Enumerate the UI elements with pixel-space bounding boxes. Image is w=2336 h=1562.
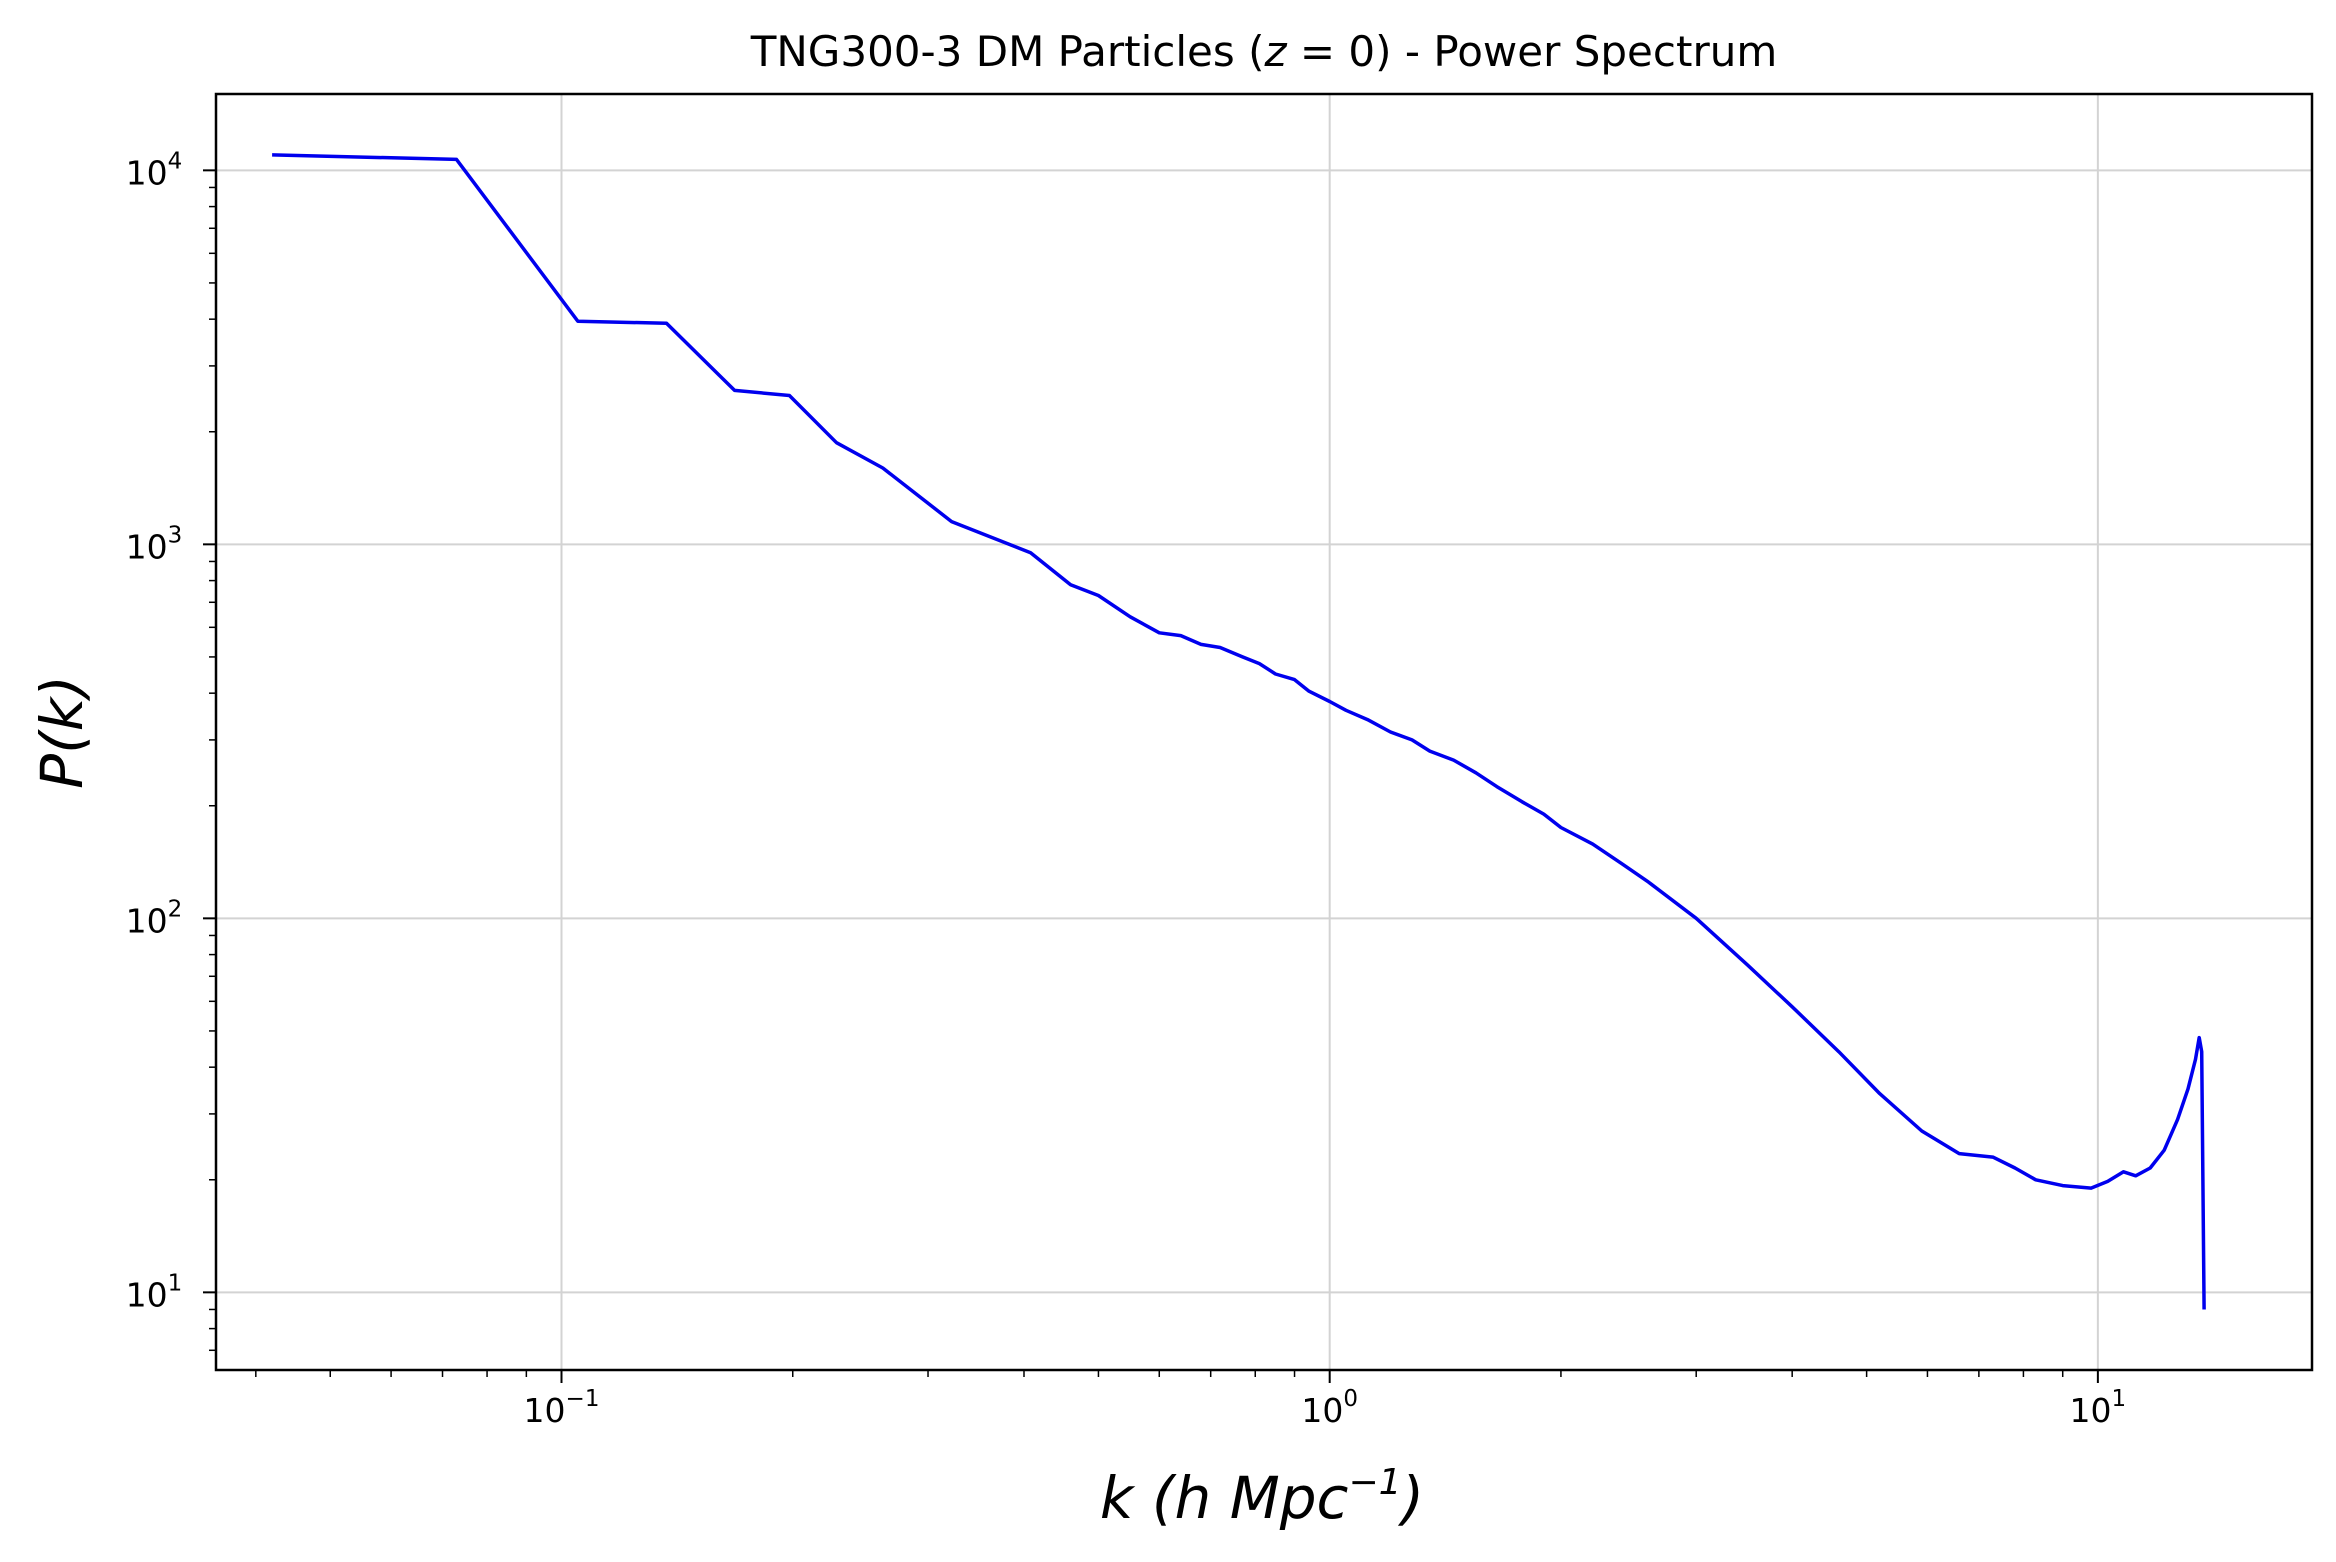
y-axis-label: P(k) bbox=[28, 675, 96, 789]
y-tick-label: 104 bbox=[126, 148, 183, 192]
series-group bbox=[272, 153, 2206, 1310]
grid-lines bbox=[216, 94, 2312, 1370]
y-tick-labels: 101 102 103 104 bbox=[126, 148, 183, 1314]
x-axis-label: k (h Mpc−1) bbox=[1100, 1462, 1424, 1532]
x-tick-label: 10−1 bbox=[524, 1386, 600, 1430]
chart-title: TNG300-3 DM Particles (z = 0) - Power Sp… bbox=[750, 27, 1778, 76]
x-tick-label: 101 bbox=[2070, 1386, 2127, 1430]
x-tick-labels: 10−1 100 101 bbox=[524, 1386, 2127, 1430]
y-tick-label: 103 bbox=[126, 522, 183, 566]
power-spectrum-line bbox=[272, 153, 2206, 1310]
y-tick-label: 102 bbox=[126, 896, 183, 940]
y-tick-label: 101 bbox=[126, 1270, 183, 1314]
x-tick-label: 100 bbox=[1301, 1386, 1358, 1430]
major-ticks bbox=[203, 169, 2099, 1383]
plot-frame bbox=[214, 92, 2314, 1372]
